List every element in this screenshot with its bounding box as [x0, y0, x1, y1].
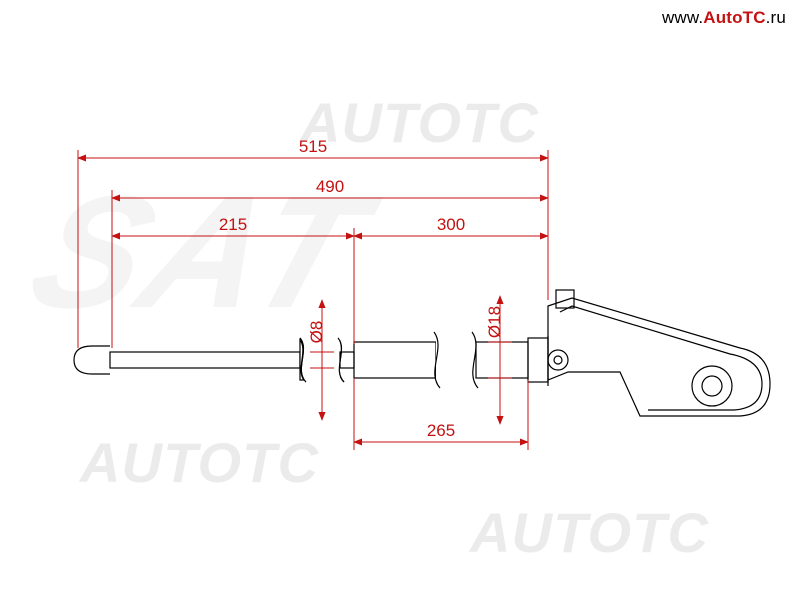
dim-text-515: 515 [299, 137, 327, 156]
dim-text-490: 490 [316, 177, 344, 196]
bracket-plate [548, 298, 770, 416]
tip-left [74, 346, 110, 374]
bracket-tab [556, 290, 574, 308]
pivot-inner [554, 356, 562, 364]
dim-text-dia8: Ø8 [307, 321, 326, 344]
dim-text-300: 300 [437, 215, 465, 234]
dim-text-265: 265 [427, 421, 455, 440]
end-cap [528, 338, 548, 382]
mount-hole-inner [702, 376, 722, 396]
body-right [476, 342, 528, 378]
mount-hole-outer [692, 366, 732, 406]
body-left [354, 342, 436, 378]
rod-left [110, 352, 300, 368]
pivot-outer [548, 350, 568, 370]
dim-text-dia18: Ø18 [485, 306, 504, 338]
break-2-gap [436, 335, 474, 385]
bracket-inner [560, 306, 762, 410]
dim-text-215: 215 [219, 215, 247, 234]
diagram-svg: 515 490 215 300 265 Ø8 Ø18 [0, 0, 800, 600]
rod-mid [340, 352, 354, 368]
